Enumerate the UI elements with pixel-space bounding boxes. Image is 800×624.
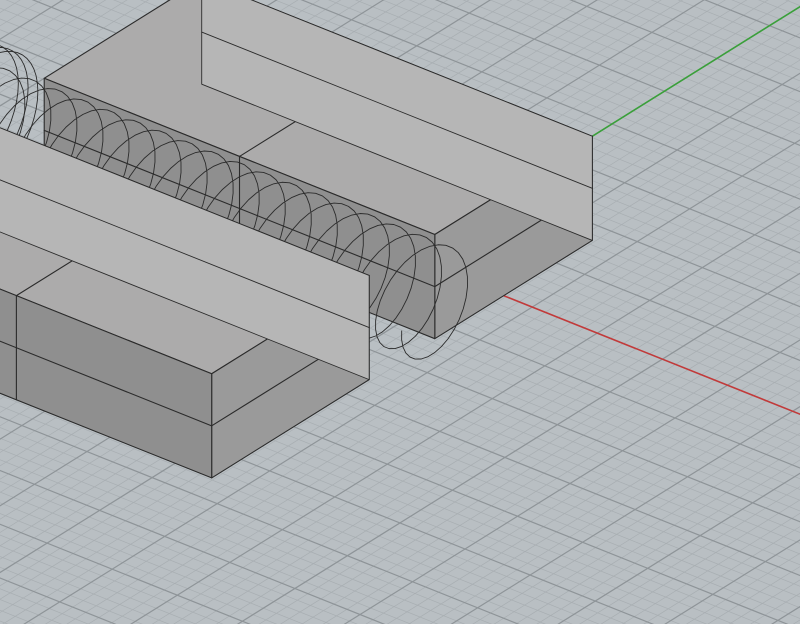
viewport-canvas[interactable] bbox=[0, 0, 800, 624]
3d-viewport[interactable] bbox=[0, 0, 800, 624]
